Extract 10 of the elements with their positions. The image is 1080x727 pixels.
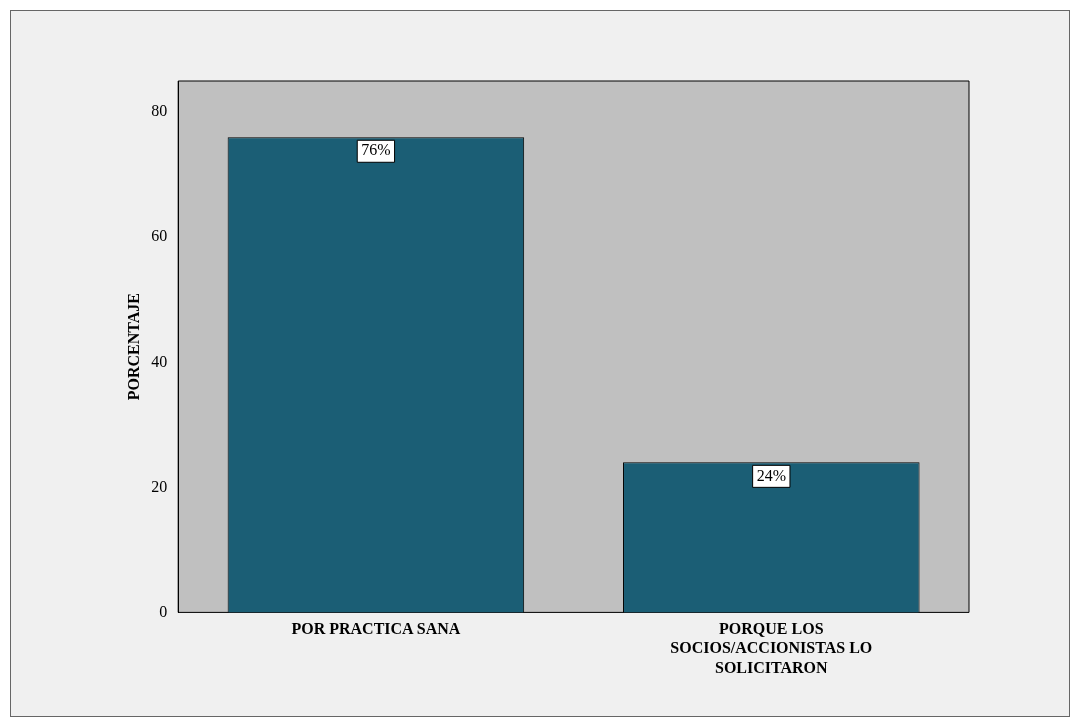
- y-tick-label: 60: [151, 227, 168, 245]
- y-tick-label: 0: [159, 602, 168, 620]
- data-label: 24%: [756, 466, 786, 484]
- y-tick-label: 80: [151, 102, 168, 120]
- y-tick-label: 20: [151, 477, 168, 495]
- y-axis-title: PORCENTAJE: [124, 293, 142, 401]
- data-label: 76%: [361, 141, 391, 159]
- y-tick-label: 40: [151, 352, 168, 370]
- x-tick-label: PORQUE LOS SOCIOS/ACCIONISTAS LO SOLICITARON: [670, 620, 873, 676]
- x-tick-label: POR PRACTICA SANA: [291, 620, 461, 638]
